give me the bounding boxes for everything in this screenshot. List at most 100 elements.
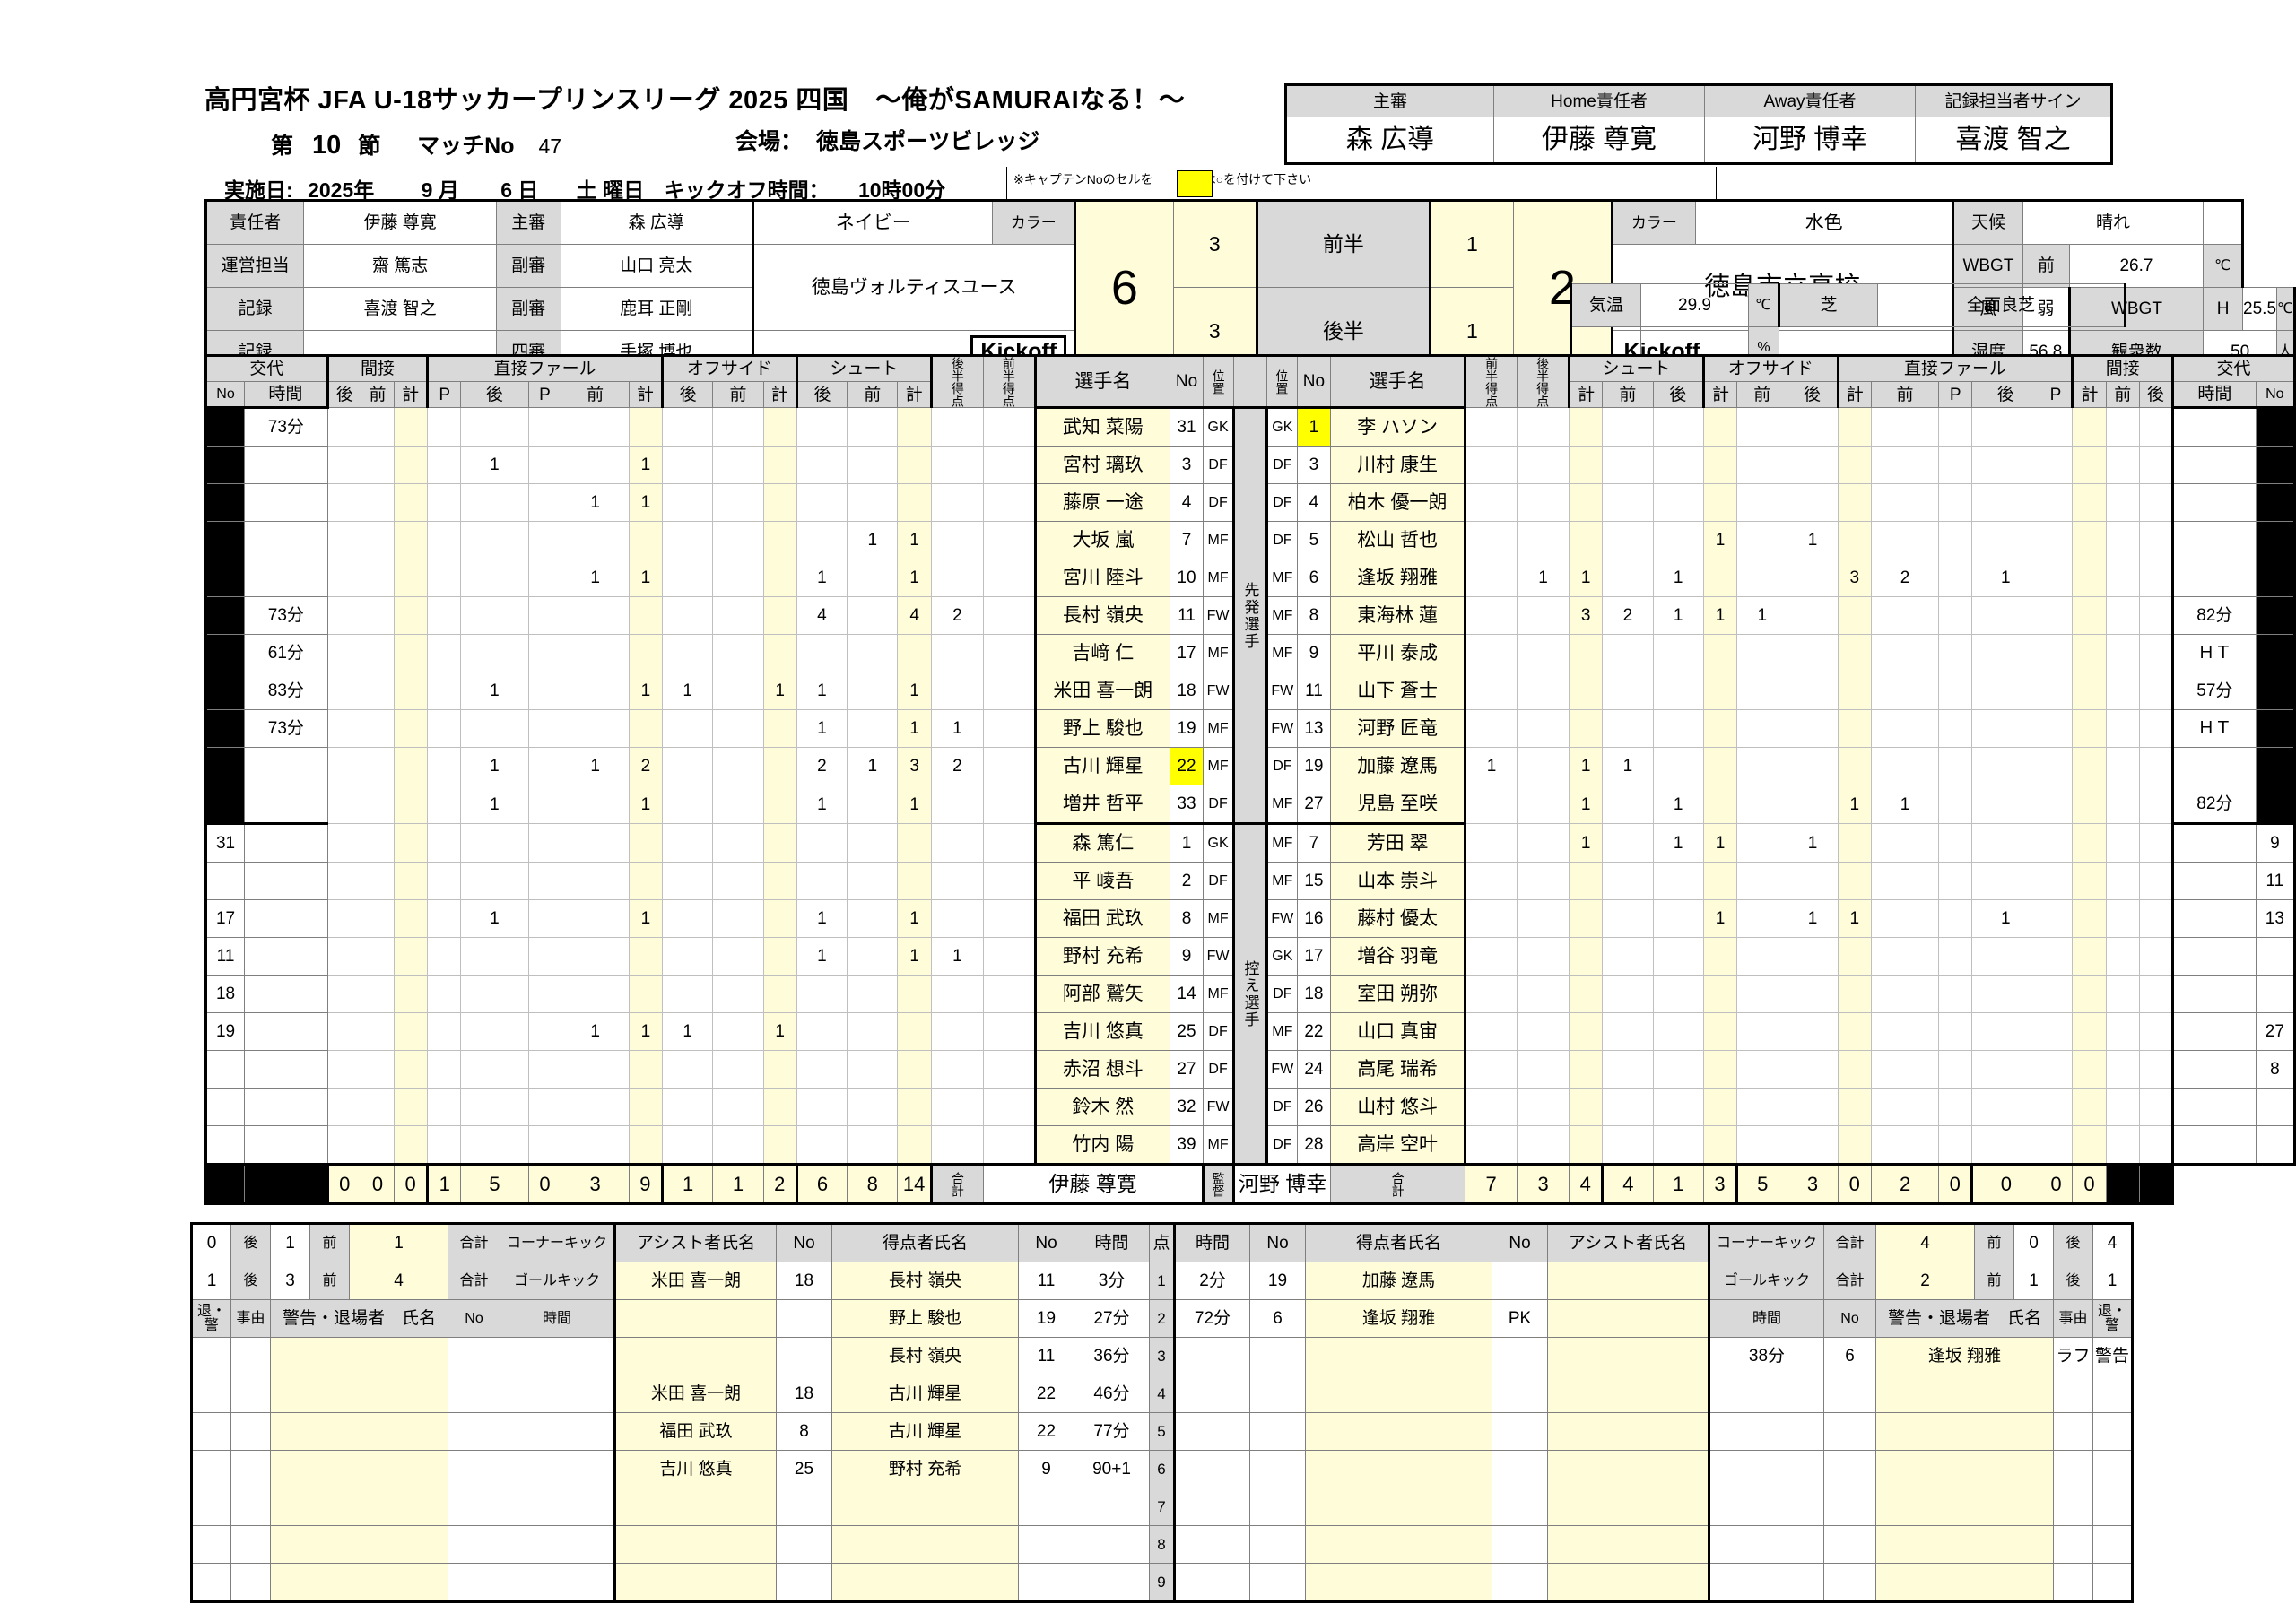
away-goal-no[interactable] (1249, 1525, 1306, 1564)
away-sub-no[interactable]: 27 (2255, 1012, 2296, 1051)
away-card-name[interactable] (1875, 1563, 2054, 1603)
home-direct-total[interactable]: 1 (628, 672, 664, 710)
away-shoot-second[interactable]: 1 (1652, 823, 1704, 863)
away-shoot-total[interactable]: 3 (1569, 596, 1604, 635)
home-direct-second[interactable] (460, 407, 529, 447)
home-offside-total[interactable] (762, 862, 797, 900)
away-direct-first[interactable] (1870, 709, 1940, 748)
home-goals-first[interactable] (982, 1050, 1036, 1089)
away-shoot-total[interactable] (1569, 709, 1604, 748)
away-card-name[interactable] (1875, 1488, 2054, 1526)
home-card-type[interactable] (190, 1375, 231, 1413)
away-card-no[interactable]: 6 (1823, 1337, 1876, 1375)
away-shoot-first[interactable] (1602, 672, 1654, 710)
away-offside-second[interactable] (1787, 407, 1839, 447)
away-offside-second[interactable]: 1 (1787, 823, 1839, 863)
home-offside-second[interactable] (662, 785, 714, 824)
home-goal-time[interactable]: 27分 (1074, 1299, 1150, 1338)
away-player-no[interactable]: 6 (1296, 559, 1332, 597)
away-direct-first[interactable] (1870, 899, 1940, 938)
away-player-name[interactable]: 河野 匠竜 (1330, 709, 1467, 748)
home-indirect-first[interactable] (360, 823, 396, 863)
away-goals-second[interactable] (1517, 747, 1570, 785)
home-player-no[interactable]: 8 (1169, 899, 1205, 938)
away-goal-time[interactable] (1174, 1525, 1250, 1564)
home-direct-second[interactable] (460, 1012, 529, 1051)
away-goals-second[interactable] (1517, 785, 1570, 824)
home-indirect-first[interactable] (360, 1050, 396, 1089)
home-offside-second[interactable] (662, 1050, 714, 1089)
away-goal-time[interactable] (1174, 1488, 1250, 1526)
away-offside-first[interactable] (1736, 862, 1788, 900)
away-goal-assist[interactable] (1547, 1412, 1710, 1451)
home-player-name[interactable]: 野村 充希 (1033, 937, 1170, 976)
away-shoot-second[interactable] (1652, 937, 1704, 976)
home-indirect-total[interactable] (394, 937, 429, 976)
home-direct-second[interactable] (460, 862, 529, 900)
home-goal-no[interactable]: 22 (1018, 1375, 1074, 1413)
home-card-reason[interactable] (230, 1563, 271, 1603)
home-goal-assist-no[interactable]: 8 (776, 1412, 832, 1451)
away-direct-first[interactable] (1870, 446, 1940, 484)
away-indirect-total[interactable] (2072, 521, 2107, 559)
home-sub-no[interactable] (204, 1050, 246, 1089)
home-offside-second[interactable] (662, 1125, 714, 1165)
home-direct-total[interactable] (628, 634, 664, 672)
away-sub-time[interactable] (2171, 1050, 2257, 1089)
home-offside-total[interactable] (762, 747, 797, 785)
home-direct-second[interactable] (460, 596, 529, 635)
home-goal-time[interactable]: 46分 (1074, 1375, 1150, 1413)
away-offside-second[interactable] (1787, 975, 1839, 1013)
away-shoot-total[interactable]: 1 (1569, 559, 1604, 597)
home-goal-no[interactable] (1018, 1488, 1074, 1526)
home-shoot-first[interactable] (847, 1088, 899, 1126)
home-indirect-total[interactable] (394, 1088, 429, 1126)
away-shoot-second[interactable]: 1 (1652, 559, 1704, 597)
away-shoot-second[interactable] (1652, 407, 1704, 447)
away-player-name[interactable]: 山本 崇斗 (1330, 862, 1467, 900)
away-indirect-second[interactable] (2138, 975, 2174, 1013)
home-direct-p-second[interactable] (427, 823, 462, 863)
away-indirect-total[interactable] (2072, 975, 2107, 1013)
home-indirect-total[interactable] (394, 521, 429, 559)
home-direct-first[interactable] (561, 521, 630, 559)
away-offside-total[interactable] (1702, 1088, 1738, 1126)
away-offside-first[interactable] (1736, 1125, 1788, 1165)
home-player-no[interactable]: 18 (1169, 672, 1205, 710)
away-goals-first[interactable] (1465, 862, 1518, 900)
away-indirect-second[interactable] (2138, 446, 2174, 484)
home-indirect-total[interactable] (394, 1050, 429, 1089)
away-player-no[interactable]: 22 (1296, 1012, 1332, 1051)
home-direct-second[interactable] (460, 709, 529, 748)
home-card-time[interactable] (500, 1337, 615, 1375)
away-offside-first[interactable] (1736, 407, 1788, 447)
away-direct-second[interactable] (1971, 975, 2040, 1013)
away-direct-first[interactable] (1870, 1012, 1940, 1051)
home-player-name[interactable]: 赤沼 想斗 (1033, 1050, 1170, 1089)
home-goal-assist-no[interactable] (776, 1563, 832, 1603)
home-indirect-second[interactable] (326, 709, 361, 748)
home-player-name[interactable]: 宮川 陸斗 (1033, 559, 1170, 597)
home-direct-p-second[interactable] (427, 672, 462, 710)
home-goals-first[interactable] (982, 672, 1036, 710)
away-card-time[interactable] (1709, 1525, 1824, 1564)
home-player-name[interactable]: 森 篤仁 (1033, 822, 1170, 863)
home-goal-time[interactable] (1074, 1525, 1150, 1564)
away-sub-time[interactable] (2171, 822, 2257, 863)
home-direct-p-first[interactable] (527, 672, 562, 710)
home-indirect-second[interactable] (326, 1088, 361, 1126)
away-indirect-total[interactable] (2072, 1088, 2107, 1126)
home-offside-total[interactable] (762, 634, 797, 672)
home-direct-second[interactable]: 1 (460, 747, 529, 785)
away-indirect-total[interactable] (2072, 747, 2107, 785)
home-indirect-second[interactable] (326, 672, 361, 710)
home-direct-p-first[interactable] (527, 559, 562, 597)
away-card-reason[interactable]: ラフ (2053, 1337, 2093, 1375)
home-card-time[interactable] (500, 1488, 615, 1526)
home-sub-no[interactable] (204, 521, 246, 559)
away-player-no[interactable]: 17 (1296, 937, 1332, 976)
home-card-reason[interactable] (230, 1337, 271, 1375)
home-shoot-total[interactable] (897, 862, 932, 900)
home-indirect-total[interactable] (394, 446, 429, 484)
home-direct-first[interactable] (561, 785, 630, 824)
